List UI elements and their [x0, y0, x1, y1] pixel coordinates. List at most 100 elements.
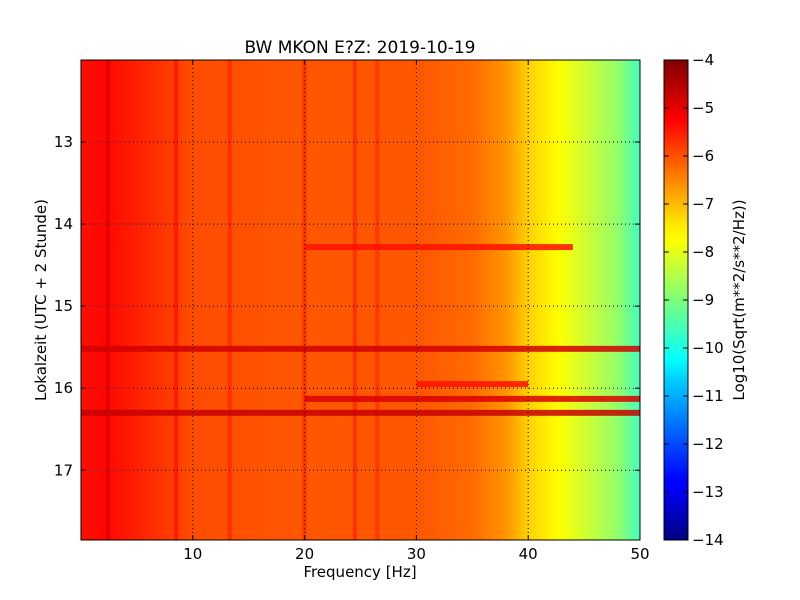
heatmap-horizontal-band: [416, 381, 529, 388]
heatmap-column: [575, 60, 580, 540]
heatmap-column: [589, 60, 594, 540]
heatmap-column: [578, 60, 582, 540]
heatmap-column: [86, 60, 90, 540]
heatmap-column: [94, 60, 99, 540]
heatmap-background: [81, 60, 640, 540]
heatmap-column: [497, 60, 501, 540]
heatmap-column: [315, 60, 320, 540]
heatmap-vertical-line: [227, 60, 232, 540]
heatmap-column: [600, 60, 605, 540]
heatmap-column: [237, 60, 241, 540]
heatmap-column: [131, 60, 135, 540]
heatmap-column: [447, 60, 451, 540]
heatmap-column: [245, 60, 250, 540]
heatmap-column: [97, 60, 102, 540]
heatmap-column: [139, 60, 144, 540]
heatmap-column: [170, 60, 174, 540]
heatmap-column: [329, 60, 334, 540]
heatmap-column: [162, 60, 166, 540]
heatmap-horizontal-band: [81, 345, 640, 352]
heatmap-column: [145, 60, 149, 540]
heatmap-column: [517, 60, 521, 540]
heatmap-column: [103, 60, 107, 540]
heatmap-column: [296, 60, 300, 540]
colorbar-tick-label: −6: [692, 147, 714, 165]
heatmap-column: [234, 60, 239, 540]
heatmap-column: [357, 60, 362, 540]
heatmap-column: [528, 60, 532, 540]
heatmap-column: [134, 60, 138, 540]
heatmap-column: [293, 60, 297, 540]
heatmap-column: [150, 60, 155, 540]
heatmap-column: [421, 60, 426, 540]
heatmap-column: [441, 60, 445, 540]
y-tick-label: 15: [54, 297, 73, 315]
heatmap-column: [178, 60, 183, 540]
colorbar-label: Log10(Sqrt(m**2/s**2/Hz)): [730, 199, 748, 400]
heatmap-column: [114, 60, 118, 540]
heatmap-column: [195, 60, 199, 540]
heatmap-column: [380, 60, 384, 540]
y-tick-label: 17: [54, 461, 73, 479]
heatmap-column: [511, 60, 515, 540]
heatmap-column: [452, 60, 457, 540]
heatmap-column: [243, 60, 247, 540]
y-tick-label: 14: [54, 215, 73, 233]
heatmap-column: [628, 60, 633, 540]
heatmap-column: [508, 60, 513, 540]
heatmap-column: [307, 60, 311, 540]
heatmap-column: [251, 60, 255, 540]
heatmap-column: [187, 60, 191, 540]
heatmap-column: [128, 60, 132, 540]
heatmap-column: [598, 60, 602, 540]
heatmap-column: [282, 60, 286, 540]
heatmap-column: [536, 60, 540, 540]
heatmap-column: [550, 60, 554, 540]
heatmap-column: [623, 60, 627, 540]
heatmap-column: [212, 60, 216, 540]
heatmap-column: [505, 60, 510, 540]
heatmap-column: [430, 60, 434, 540]
x-axis-ticks: 10 20 30 40 50: [183, 60, 650, 563]
y-tick-label: 16: [54, 379, 73, 397]
heatmap-column: [192, 60, 197, 540]
heatmap-column: [620, 60, 624, 540]
heatmap-column: [449, 60, 454, 540]
heatmap-column: [433, 60, 437, 540]
heatmap-vertical-line: [105, 60, 110, 540]
heatmap-column: [553, 60, 557, 540]
heatmap-column: [89, 60, 93, 540]
heatmap-column: [83, 60, 88, 540]
heatmap-column: [614, 60, 619, 540]
chart-title: BW MKON E?Z: 2019-10-19: [245, 38, 476, 58]
heatmap-column: [190, 60, 194, 540]
heatmap-column: [206, 60, 211, 540]
heatmap-column: [164, 60, 169, 540]
heatmap-column: [332, 60, 336, 540]
heatmap-column: [159, 60, 163, 540]
heatmap-column: [475, 60, 479, 540]
heatmap-column: [360, 60, 364, 540]
heatmap-column: [265, 60, 269, 540]
heatmap-column: [564, 60, 568, 540]
x-tick-label: 10: [183, 545, 202, 563]
y-axis-label: Lokalzeit (UTC + 2 Stunde): [32, 199, 50, 401]
colorbar-ticks: −4 −5 −6 −7 −8 −9 −10 −11 −12 −13 −14: [664, 51, 724, 549]
heatmap-vertical-line: [174, 60, 179, 540]
heatmap-column: [262, 60, 267, 540]
heatmap-column: [572, 60, 577, 540]
colorbar-tick-label: −13: [692, 483, 724, 501]
heatmap-column: [547, 60, 552, 540]
colorbar-tick-label: −7: [692, 195, 714, 213]
heatmap-column: [153, 60, 158, 540]
heatmap-column: [402, 60, 406, 540]
heatmap-column: [558, 60, 563, 540]
heatmap-column: [201, 60, 205, 540]
heatmap-column: [463, 60, 468, 540]
heatmap-column: [399, 60, 404, 540]
heatmap-horizontal-band: [81, 409, 640, 416]
heatmap-column: [326, 60, 331, 540]
heatmap-column: [489, 60, 493, 540]
heatmap-column: [503, 60, 507, 540]
heatmap-column: [338, 60, 342, 540]
